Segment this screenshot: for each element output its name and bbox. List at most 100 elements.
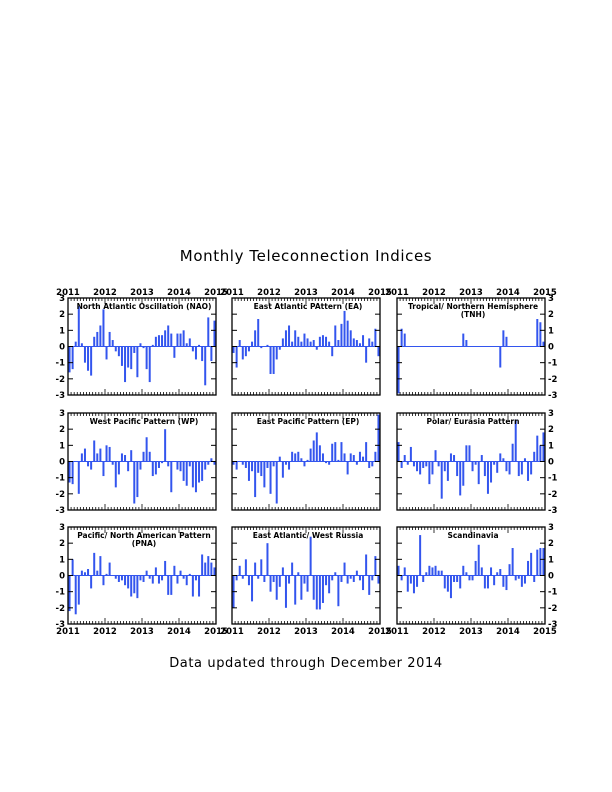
bar <box>170 575 173 595</box>
bar <box>303 461 306 467</box>
y-tick-label: -3 <box>56 391 66 401</box>
bar <box>443 461 446 472</box>
bar <box>105 346 108 360</box>
bar <box>542 432 545 462</box>
bar <box>127 461 130 472</box>
bar <box>68 346 71 373</box>
x-tick-label: 2015 <box>204 627 228 637</box>
bar <box>105 445 108 462</box>
bar <box>198 344 201 347</box>
bar <box>254 461 257 498</box>
bar <box>263 575 266 582</box>
bar <box>266 461 269 468</box>
bar <box>343 453 346 462</box>
x-tick-label: 2012 <box>257 627 281 637</box>
bar <box>235 461 238 470</box>
bar <box>340 323 343 347</box>
bar <box>238 340 241 347</box>
bar <box>179 333 182 347</box>
bar <box>328 341 331 347</box>
bar <box>291 451 294 462</box>
bar <box>368 575 371 595</box>
x-tick-label: 2014 <box>331 627 355 637</box>
bar <box>108 331 111 347</box>
bar <box>539 322 542 347</box>
bar <box>456 575 459 582</box>
bar <box>294 575 297 605</box>
bar <box>269 461 272 494</box>
bar <box>520 461 523 475</box>
bar <box>422 461 425 468</box>
bar <box>493 461 496 465</box>
bar <box>542 548 545 576</box>
bar <box>288 575 291 584</box>
bar <box>284 330 287 347</box>
bar <box>306 338 309 347</box>
bar <box>167 461 170 467</box>
bar <box>99 448 102 462</box>
bar <box>251 461 254 472</box>
bar <box>213 320 216 347</box>
bar <box>328 575 331 594</box>
bar <box>362 575 365 591</box>
bar <box>241 346 244 360</box>
bar <box>483 461 486 477</box>
bar <box>164 429 167 462</box>
bar <box>459 575 462 589</box>
bar <box>194 575 197 581</box>
bar <box>80 570 83 576</box>
bar <box>288 325 291 347</box>
bar <box>321 575 324 603</box>
x-tick-label: 2013 <box>294 288 318 298</box>
y-tick-label: -2 <box>56 375 66 385</box>
bar <box>368 461 371 468</box>
bar <box>247 346 250 352</box>
bar <box>210 562 213 576</box>
bar <box>111 340 114 347</box>
bar <box>536 435 539 462</box>
bar <box>117 346 120 357</box>
y-tick-label: 3 <box>59 523 65 533</box>
y-tick-label: -3 <box>548 391 558 401</box>
bar <box>331 443 334 462</box>
bar <box>102 575 105 586</box>
y-tick-label: 2 <box>548 539 554 549</box>
bar <box>136 575 139 599</box>
bar <box>321 335 324 347</box>
bar <box>362 456 365 462</box>
bar <box>83 346 86 363</box>
bar <box>201 346 204 362</box>
bar <box>238 565 241 576</box>
bar <box>331 575 334 581</box>
panel-title: (TNH) <box>461 310 486 319</box>
y-tick-label: 3 <box>59 409 65 419</box>
bar <box>83 572 86 576</box>
x-tick-label: 2013 <box>459 288 483 298</box>
bar <box>284 575 287 608</box>
bar <box>272 461 275 467</box>
x-tick-label: 2014 <box>496 627 520 637</box>
bar <box>483 575 486 589</box>
bar <box>185 343 188 347</box>
bar <box>471 461 474 472</box>
bar <box>266 344 269 347</box>
bar <box>198 461 201 483</box>
bar <box>422 575 425 582</box>
bar <box>111 461 114 465</box>
panel-title: West Pacific Pattern (WP) <box>90 417 199 426</box>
bar <box>188 461 191 467</box>
bar <box>453 455 456 462</box>
bar <box>365 554 368 576</box>
bar <box>527 560 530 576</box>
bar <box>194 461 197 493</box>
bar <box>254 562 257 576</box>
bar <box>83 448 86 462</box>
bar <box>167 325 170 347</box>
bar <box>355 340 358 347</box>
panel-5: East Pacific Pattern (EP) <box>231 412 381 511</box>
bar <box>185 461 188 486</box>
bar <box>142 451 145 462</box>
bar <box>114 346 117 352</box>
bar <box>465 572 468 576</box>
